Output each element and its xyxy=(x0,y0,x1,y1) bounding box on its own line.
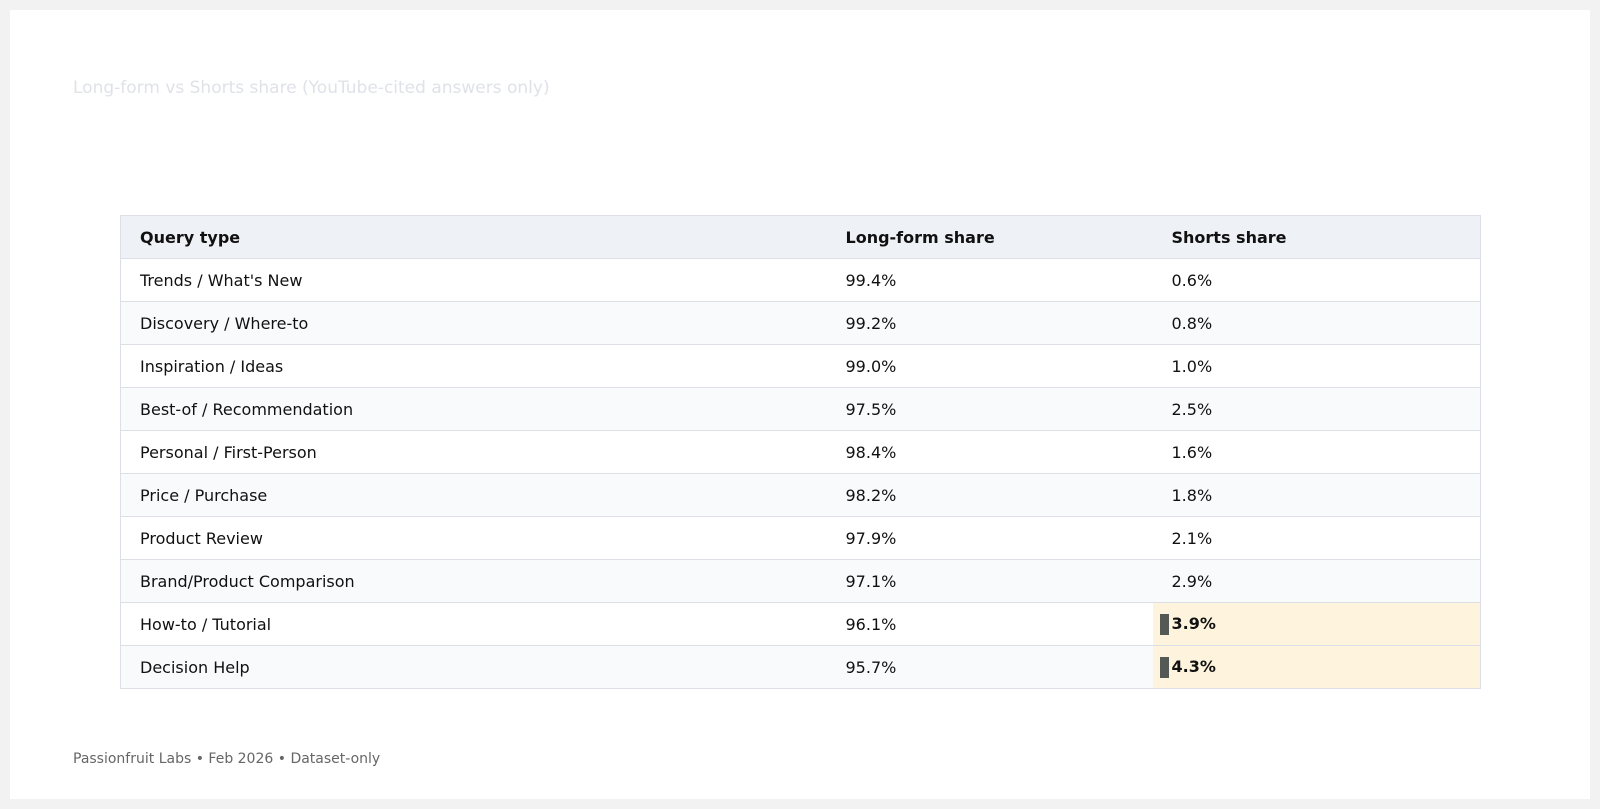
table-row: Discovery / Where-to 99.2% 0.8% xyxy=(120,301,1481,345)
table-row: Inspiration / Ideas 99.0% 1.0% xyxy=(120,344,1481,388)
query-type-cell: Trends / What's New xyxy=(120,258,827,302)
shorts-share-value: 4.3% xyxy=(1171,656,1216,676)
header-query-type: Query type xyxy=(120,215,827,259)
query-type-cell: Best-of / Recommendation xyxy=(120,387,827,431)
shorts-share-cell: 2.5% xyxy=(1152,387,1481,431)
longform-share-cell: 97.1% xyxy=(826,559,1153,603)
shorts-share-cell: 2.9% xyxy=(1152,559,1481,603)
query-type-cell: How-to / Tutorial xyxy=(120,602,827,646)
share-table-container: Query type Long-form share Shorts share … xyxy=(120,215,1481,689)
footer-note: Passionfruit Labs • Feb 2026 • Dataset-o… xyxy=(73,751,381,767)
shorts-share-value: 3.9% xyxy=(1171,613,1216,633)
longform-share-cell: 99.2% xyxy=(826,301,1153,345)
table-body: Trends / What's New 99.4% 0.6% Discovery / … xyxy=(120,258,1481,689)
shorts-share-cell: 1.0% xyxy=(1152,344,1481,388)
shorts-share-cell: 1.6% xyxy=(1152,430,1481,474)
header-longform-share: Long-form share xyxy=(826,215,1153,259)
query-type-cell: Brand/Product Comparison xyxy=(120,559,827,603)
highlight-marker-icon xyxy=(1159,613,1169,635)
table-row: Personal / First-Person 98.4% 1.6% xyxy=(120,430,1481,474)
query-type-cell: Decision Help xyxy=(120,645,827,689)
query-type-cell: Personal / First-Person xyxy=(120,430,827,474)
table-row: Trends / What's New 99.4% 0.6% xyxy=(120,258,1481,302)
table-row: Brand/Product Comparison 97.1% 2.9% xyxy=(120,559,1481,603)
longform-share-cell: 98.2% xyxy=(826,473,1153,517)
longform-share-cell: 99.4% xyxy=(826,258,1153,302)
table-row: Product Review 97.9% 2.1% xyxy=(120,516,1481,560)
table-row: Price / Purchase 98.2% 1.8% xyxy=(120,473,1481,517)
table-row: Best-of / Recommendation 97.5% 2.5% xyxy=(120,387,1481,431)
shorts-share-cell: 1.8% xyxy=(1152,473,1481,517)
query-type-cell: Price / Purchase xyxy=(120,473,827,517)
shorts-share-cell: 0.8% xyxy=(1152,301,1481,345)
shorts-share-cell: 0.6% xyxy=(1152,258,1481,302)
longform-share-cell: 97.5% xyxy=(826,387,1153,431)
longform-share-cell: 97.9% xyxy=(826,516,1153,560)
longform-share-cell: 98.4% xyxy=(826,430,1153,474)
table-row: How-to / Tutorial 96.1% 3.9% xyxy=(120,602,1481,646)
report-card: Long-form vs Shorts share (YouTube-cited… xyxy=(10,10,1590,799)
header-row: Query type Long-form share Shorts share xyxy=(120,215,1481,259)
header-shorts-share: Shorts share xyxy=(1152,215,1481,259)
longform-share-cell: 95.7% xyxy=(826,645,1153,689)
shorts-share-cell: 3.9% xyxy=(1152,602,1481,646)
table-row: Decision Help 95.7% 4.3% xyxy=(120,645,1481,689)
longform-share-cell: 96.1% xyxy=(826,602,1153,646)
query-type-cell: Discovery / Where-to xyxy=(120,301,827,345)
share-table: Query type Long-form share Shorts share … xyxy=(120,215,1481,689)
shorts-share-cell: 4.3% xyxy=(1152,645,1481,689)
query-type-cell: Inspiration / Ideas xyxy=(120,344,827,388)
longform-share-cell: 99.0% xyxy=(826,344,1153,388)
query-type-cell: Product Review xyxy=(120,516,827,560)
highlight-marker-icon xyxy=(1159,656,1169,678)
page-title: Long-form vs Shorts share (YouTube-cited… xyxy=(73,78,550,98)
shorts-share-cell: 2.1% xyxy=(1152,516,1481,560)
table-header: Query type Long-form share Shorts share xyxy=(120,215,1481,259)
